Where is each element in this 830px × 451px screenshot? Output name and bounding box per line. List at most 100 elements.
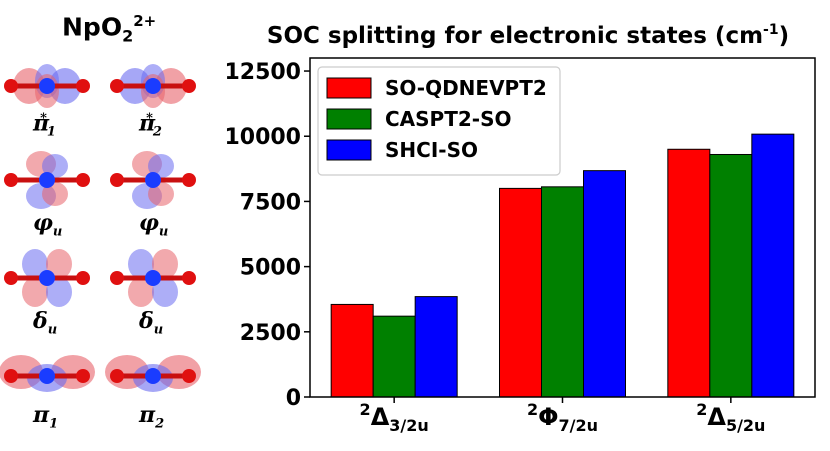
orbital-subscript: 2 <box>152 124 162 140</box>
x-label-superscript: 2 <box>360 400 371 419</box>
oxygen-atom <box>182 79 196 93</box>
chart-title-text: SOC splitting for electronic states (cm <box>267 23 763 49</box>
legend-label: SHCI-SO <box>385 138 478 162</box>
legend-swatch <box>326 139 372 161</box>
orbital-symbol: δ <box>33 308 48 334</box>
bar-shci-so-2 <box>751 133 795 398</box>
x-tick-label: 2Δ5/2u <box>696 400 765 435</box>
oxygen-atom <box>110 369 124 383</box>
orbital-images <box>0 64 201 392</box>
molecule-panel: NpO22+ π*1 π*2 φu φu δu δu π1 π2 <box>0 0 215 447</box>
orbital-symbol: π <box>33 402 50 428</box>
lobe <box>148 154 174 178</box>
orbital-label: δu <box>33 310 57 336</box>
orbital-subscript: 1 <box>46 124 56 140</box>
bar-so-qdnevpt2-2 <box>667 148 711 398</box>
y-tick-label: 12500 <box>224 60 301 85</box>
oxygen-atom <box>182 369 196 383</box>
neptunium-atom <box>145 270 161 286</box>
orbital-pi-star <box>110 64 196 108</box>
lobe <box>128 277 154 307</box>
y-tick-label: 5000 <box>240 256 301 281</box>
lobe <box>46 249 72 279</box>
x-label-symbol: Δ <box>371 403 390 431</box>
orbital-subscript: u <box>153 322 164 338</box>
y-tick-label: 10000 <box>224 125 301 150</box>
x-tick-label: 2Δ3/2u <box>360 400 429 435</box>
oxygen-atom <box>76 79 90 93</box>
bar-caspt2-so-1 <box>541 186 584 398</box>
neptunium-atom <box>39 172 55 188</box>
neptunium-atom <box>39 368 55 384</box>
x-tick-label: 2Φ7/2u <box>527 400 598 435</box>
orbital-label: π*2 <box>139 112 162 139</box>
y-tick-label: 2500 <box>240 321 301 346</box>
y-tick-label: 0 <box>286 386 301 411</box>
orbital-symbol: φ <box>139 210 159 236</box>
neptunium-atom <box>39 270 55 286</box>
orbital-phi <box>110 151 196 209</box>
oxygen-atom <box>4 79 18 93</box>
orbital-pi-star <box>4 64 90 108</box>
orbital-symbol: δ <box>139 308 154 334</box>
y-tick-label: 7500 <box>240 190 301 215</box>
bar-so-qdnevpt2-0 <box>330 303 374 398</box>
orbital-subscript: u <box>52 224 63 240</box>
orbital-symbol: φ <box>33 210 53 236</box>
lobe <box>42 182 68 206</box>
orbital-superscript: * <box>146 111 153 126</box>
legend-swatch <box>326 108 372 130</box>
chart-title: SOC splitting for electronic states (cm-… <box>267 22 789 49</box>
x-label-superscript: 2 <box>696 400 707 419</box>
x-label-superscript: 2 <box>527 400 538 419</box>
oxygen-atom <box>182 271 196 285</box>
lobe <box>42 154 68 178</box>
orbital-symbol: π <box>33 110 50 137</box>
orbital-subscript: u <box>158 224 169 240</box>
orbital-label: φu <box>139 212 168 238</box>
legend-label: SO-QDNEVPT2 <box>385 76 547 100</box>
bar-shci-so-0 <box>414 296 458 398</box>
lobe <box>22 249 48 279</box>
orbital-subscript: u <box>47 322 58 338</box>
lobe <box>148 182 174 206</box>
orbital-superscript: * <box>40 111 47 126</box>
x-label-symbol: Φ <box>538 403 558 431</box>
bar-caspt2-so-0 <box>372 315 416 398</box>
orbital-label: π2 <box>139 404 164 430</box>
oxygen-atom <box>4 173 18 187</box>
orbital-pi <box>105 355 201 392</box>
orbital-pi <box>0 355 95 392</box>
orbital-symbol: π <box>139 110 156 137</box>
orbital-delta <box>4 249 90 307</box>
neptunium-atom <box>145 78 161 94</box>
lobe <box>128 249 154 279</box>
bar-so-qdnevpt2-1 <box>499 187 542 398</box>
orbital-label: π*1 <box>33 112 56 139</box>
orbital-label: δu <box>139 310 163 336</box>
oxygen-atom <box>110 271 124 285</box>
legend-box <box>317 66 561 176</box>
neptunium-atom <box>145 172 161 188</box>
legend-swatch <box>326 77 372 99</box>
orbital-phi <box>4 151 90 209</box>
chart-title-superscript: -1 <box>763 22 779 38</box>
oxygen-atom <box>110 173 124 187</box>
chart-title-end: ) <box>779 23 790 49</box>
x-label-symbol: Δ <box>707 403 726 431</box>
orbital-subscript: 2 <box>155 416 165 432</box>
x-label-subscript: 5/2u <box>726 416 766 435</box>
oxygen-atom <box>182 173 196 187</box>
legend-label: CASPT2-SO <box>385 107 511 131</box>
orbital-delta <box>110 249 196 307</box>
neptunium-atom <box>145 368 161 384</box>
orbital-label: π1 <box>33 404 58 430</box>
orbital-label: φu <box>33 212 62 238</box>
bar-caspt2-so-2 <box>709 153 753 398</box>
bar-shci-so-1 <box>583 170 626 398</box>
oxygen-atom <box>76 173 90 187</box>
lobe <box>152 277 178 307</box>
orbital-subscript: 1 <box>49 416 59 432</box>
lobe <box>152 249 178 279</box>
